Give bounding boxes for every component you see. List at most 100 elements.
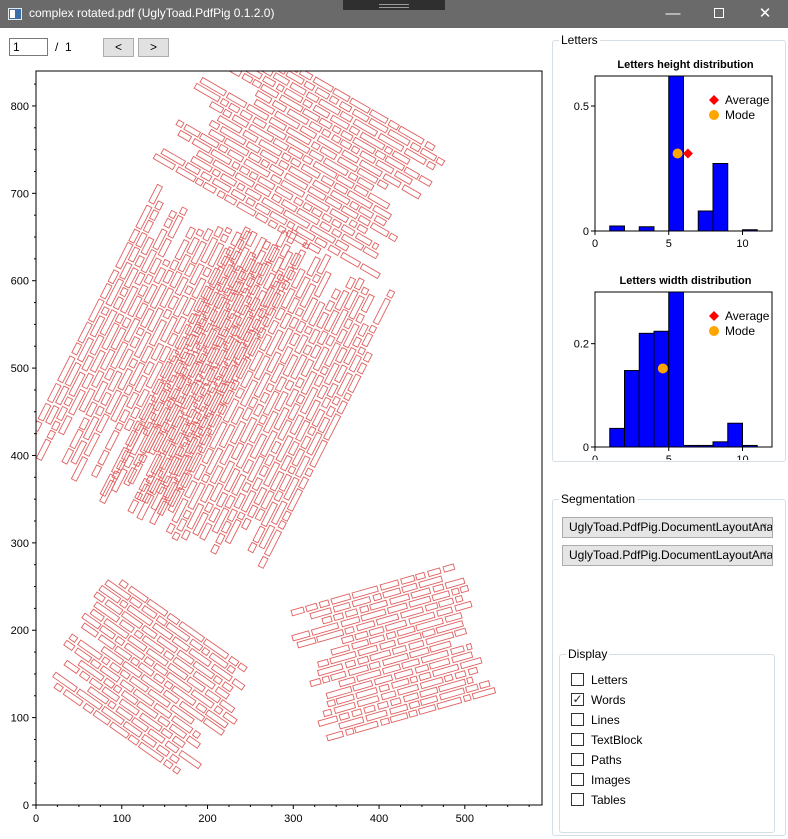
word-box: [231, 473, 247, 496]
word-box: [268, 116, 288, 132]
close-button[interactable]: ✕: [758, 5, 772, 22]
word-box: [198, 317, 208, 328]
word-box: [314, 236, 328, 249]
word-box: [238, 165, 251, 176]
word-box: [290, 354, 308, 380]
word-box: [329, 650, 357, 665]
word-box: [194, 326, 204, 336]
word-box: [237, 230, 253, 252]
word-box: [271, 99, 288, 113]
word-box: [188, 638, 204, 652]
word-box: [295, 320, 307, 334]
word-box: [227, 655, 240, 667]
word-box: [262, 280, 282, 309]
checkbox[interactable]: [571, 713, 584, 726]
word-box: [145, 647, 169, 667]
word-box: [333, 701, 357, 714]
page-plot[interactable]: 0 100 200 300 400 500 0 100 200 300 400 500 600 700 80…: [0, 62, 548, 839]
word-box: [150, 381, 166, 404]
word-box: [197, 412, 215, 437]
word-box: [396, 625, 416, 637]
word-box: [125, 423, 145, 452]
checkbox[interactable]: [571, 753, 584, 766]
word-box: [81, 354, 95, 372]
word-box: [230, 441, 245, 461]
checkbox[interactable]: [571, 793, 584, 806]
word-box: [387, 128, 411, 147]
next-page-button[interactable]: >: [138, 38, 169, 57]
word-box: [171, 735, 186, 749]
word-box: [100, 306, 110, 316]
word-box: [52, 671, 78, 693]
word-box: [353, 720, 379, 734]
word-box: [376, 179, 389, 190]
word-box: [46, 382, 62, 404]
word-box: [324, 196, 343, 211]
word-box: [301, 107, 321, 123]
word-box: [259, 429, 278, 458]
word-box: [99, 309, 118, 337]
word-box: [224, 226, 233, 235]
word-box: [220, 255, 231, 267]
word-box: [63, 396, 74, 407]
word-box: [263, 529, 283, 557]
page-segmenter-select[interactable]: UglyToad.PdfPig.DocumentLayoutAnalysis ˅: [562, 545, 773, 566]
word-box: [178, 206, 188, 217]
word-box: [267, 319, 280, 335]
word-box: [285, 126, 312, 146]
word-box: [338, 716, 365, 730]
word-box: [222, 108, 233, 119]
word-extractor-select[interactable]: UglyToad.PdfPig.DocumentLayoutAnalysis ˅: [562, 517, 773, 538]
word-box: [247, 541, 258, 554]
word-box: [186, 236, 200, 256]
word-box: [167, 295, 180, 311]
word-box: [255, 261, 273, 286]
x-tick-label: 400: [370, 813, 388, 825]
word-box: [299, 386, 319, 415]
word-box: [418, 671, 432, 682]
word-box: [178, 749, 202, 770]
word-box: [294, 377, 305, 389]
word-box: [319, 221, 333, 233]
word-box: [128, 596, 143, 609]
page-number-input[interactable]: [9, 38, 48, 56]
word-box: [184, 312, 201, 337]
checkbox[interactable]: [571, 733, 584, 746]
checkbox[interactable]: ✓: [571, 692, 584, 706]
title-grip-handle[interactable]: [343, 0, 445, 10]
word-box: [217, 403, 228, 416]
word-box: [453, 627, 468, 638]
word-box: [95, 413, 110, 434]
word-box: [145, 474, 156, 485]
word-box: [188, 435, 203, 455]
word-box: [157, 237, 172, 258]
word-box: [415, 617, 444, 632]
word-box: [294, 225, 316, 242]
word-box: [167, 332, 179, 347]
word-box: [356, 223, 369, 235]
word-box: [168, 456, 183, 476]
word-box: [304, 193, 331, 213]
word-box: [279, 243, 291, 259]
word-box: [401, 184, 422, 200]
word-box: [301, 297, 319, 323]
word-box: [199, 76, 228, 97]
word-box: [330, 308, 349, 336]
minimize-button[interactable]: —: [665, 5, 681, 22]
checkbox[interactable]: [571, 773, 584, 786]
word-box: [335, 328, 348, 344]
word-box: [251, 78, 263, 89]
word-box: [236, 511, 246, 521]
word-box: [82, 415, 100, 441]
word-box: [68, 633, 79, 644]
previous-page-button[interactable]: <: [103, 38, 134, 57]
word-box: [317, 98, 342, 116]
word-box: [286, 108, 310, 126]
word-box: [373, 214, 388, 227]
word-box: [118, 619, 135, 634]
word-box: [391, 644, 408, 655]
word-box: [152, 430, 169, 453]
checkbox[interactable]: [571, 673, 584, 686]
maximize-button[interactable]: [696, 0, 742, 28]
segmentation-group-title: Segmentation: [559, 492, 638, 506]
